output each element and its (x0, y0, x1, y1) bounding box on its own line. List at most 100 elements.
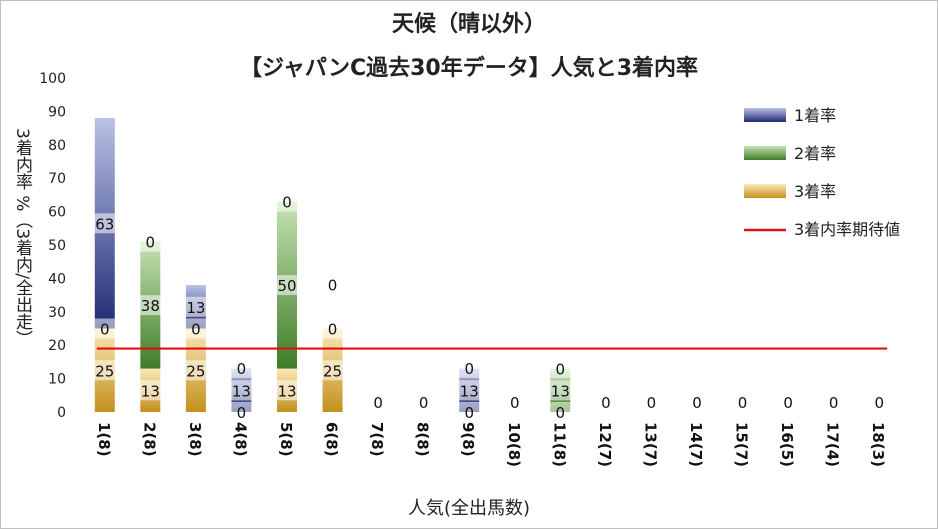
data-label-bg (181, 318, 210, 339)
data-label-bg (318, 274, 347, 295)
legend: 1着率 2着率 3着率 3着内率期待値 (744, 106, 900, 239)
x-axis: 1(8) 2(8) 3(8) 4(8) 5(8) 6(8) 7(8) 8(8) 9(8) 10(8… (95, 422, 887, 467)
data-label-second-5: 50 (277, 277, 296, 295)
category-label-2: 2(8) (140, 422, 158, 457)
x-axis-label: 人気(全出馬数) (407, 498, 531, 519)
data-label-third-2: 13 (141, 382, 160, 400)
data-label-third-6: 25 (323, 362, 342, 380)
data-label-third-3: 25 (186, 362, 205, 380)
legend-swatch-second (744, 146, 786, 160)
category-label-17: 17(4) (824, 422, 842, 467)
y-tick-label: 30 (48, 305, 66, 321)
legend-label-second: 2着率 (794, 144, 836, 163)
chart-title: 天候（晴以外） (391, 12, 546, 37)
y-tick-label: 80 (48, 138, 66, 154)
y-axis: 0 10 20 30 40 50 60 70 80 90 100 (39, 71, 66, 421)
data-label-first-6: 0 (328, 277, 338, 295)
data-labels: 25 0 63 13 38 0 25 0 13 0 0 13 13 50 0 25 0 0 0 0 0 0 13 0 0 13 0 0… (90, 191, 894, 422)
category-label-8: 8(8) (414, 422, 432, 457)
data-label-bg (546, 402, 575, 422)
chart-subtitle: 【ジャパンC過去30年データ】人気と3着内率 (239, 56, 699, 81)
category-label-10: 10(8) (505, 422, 523, 467)
data-label-bg (90, 213, 119, 234)
data-label-bg (136, 380, 165, 401)
data-label-first-11: 0 (556, 361, 566, 379)
y-tick-label: 90 (48, 104, 66, 120)
legend-label-first: 1着率 (794, 106, 836, 125)
legend-label-third: 3着率 (794, 182, 836, 201)
y-axis-label: 3着内率 %（3着内/全出走） (12, 128, 32, 347)
data-label-bg (865, 392, 894, 412)
category-label-18: 18(3) (869, 422, 887, 467)
data-label-first-7: 0 (373, 394, 383, 412)
y-tick-label: 100 (39, 71, 66, 87)
data-label-bg (364, 392, 393, 412)
data-label-first-14: 0 (692, 394, 702, 412)
data-label-bg (546, 358, 575, 379)
data-label-bg (273, 275, 301, 296)
legend-swatch-first (744, 108, 786, 122)
category-label-16: 16(5) (778, 422, 796, 467)
y-tick-label: 60 (48, 205, 66, 221)
category-label-14: 14(7) (687, 422, 705, 467)
data-label-first-1: 63 (95, 215, 114, 233)
data-label-second-4: 0 (237, 360, 247, 378)
data-label-first-10: 0 (510, 394, 520, 412)
data-label-bg (455, 380, 484, 401)
data-label-bg (227, 402, 256, 422)
category-label-9: 9(8) (459, 422, 477, 457)
data-label-first-13: 0 (647, 394, 657, 412)
data-label-third-11: 0 (556, 404, 566, 422)
data-label-second-6: 0 (328, 321, 338, 339)
data-label-bg (181, 360, 210, 381)
data-label-third-1: 25 (95, 362, 114, 380)
data-label-bg (227, 380, 256, 401)
category-label-7: 7(8) (368, 422, 386, 457)
data-label-bg (181, 296, 210, 317)
y-tick-label: 50 (48, 238, 66, 254)
data-label-third-5: 13 (277, 382, 296, 400)
data-label-bg (409, 392, 438, 412)
legend-swatch-third (744, 184, 786, 198)
data-label-first-2: 0 (146, 234, 156, 252)
y-tick-label: 40 (48, 271, 66, 287)
data-label-bg (546, 380, 575, 401)
data-label-first-9: 13 (460, 382, 479, 400)
category-label-4: 4(8) (231, 422, 249, 457)
data-label-bg (455, 402, 484, 422)
data-label-bg (136, 231, 165, 252)
data-label-bg (273, 380, 301, 401)
data-label-third-9: 0 (464, 404, 474, 422)
category-label-1: 1(8) (95, 422, 113, 457)
data-label-bg (819, 392, 848, 412)
data-label-second-11: 13 (551, 382, 570, 400)
y-tick-label: 0 (57, 405, 66, 421)
data-label-first-18: 0 (874, 394, 884, 412)
data-label-bg (683, 392, 711, 412)
data-label-first-8: 0 (419, 394, 429, 412)
data-label-first-12: 0 (601, 394, 611, 412)
category-label-5: 5(8) (277, 422, 295, 457)
data-label-bg (728, 392, 757, 412)
data-label-third-4: 0 (237, 404, 247, 422)
data-label-first-5: 0 (282, 194, 292, 212)
category-label-13: 13(7) (641, 422, 659, 467)
data-label-bg (637, 392, 666, 412)
y-tick-label: 10 (48, 372, 66, 388)
data-label-bg (318, 318, 347, 339)
data-label-bg (273, 191, 301, 212)
data-label-second-1: 0 (100, 321, 110, 339)
data-label-bg (90, 318, 119, 339)
data-label-second-3: 0 (191, 321, 201, 339)
y-tick-label: 70 (48, 171, 66, 187)
category-label-3: 3(8) (186, 422, 204, 457)
data-label-bg (500, 392, 529, 412)
data-label-second-2: 38 (141, 297, 160, 315)
data-label-bg (774, 392, 803, 412)
data-label-bg (318, 360, 347, 381)
category-label-6: 6(8) (323, 422, 341, 457)
data-label-bg (227, 358, 256, 378)
data-label-first-3: 13 (186, 299, 205, 317)
data-label-bg (136, 295, 165, 316)
